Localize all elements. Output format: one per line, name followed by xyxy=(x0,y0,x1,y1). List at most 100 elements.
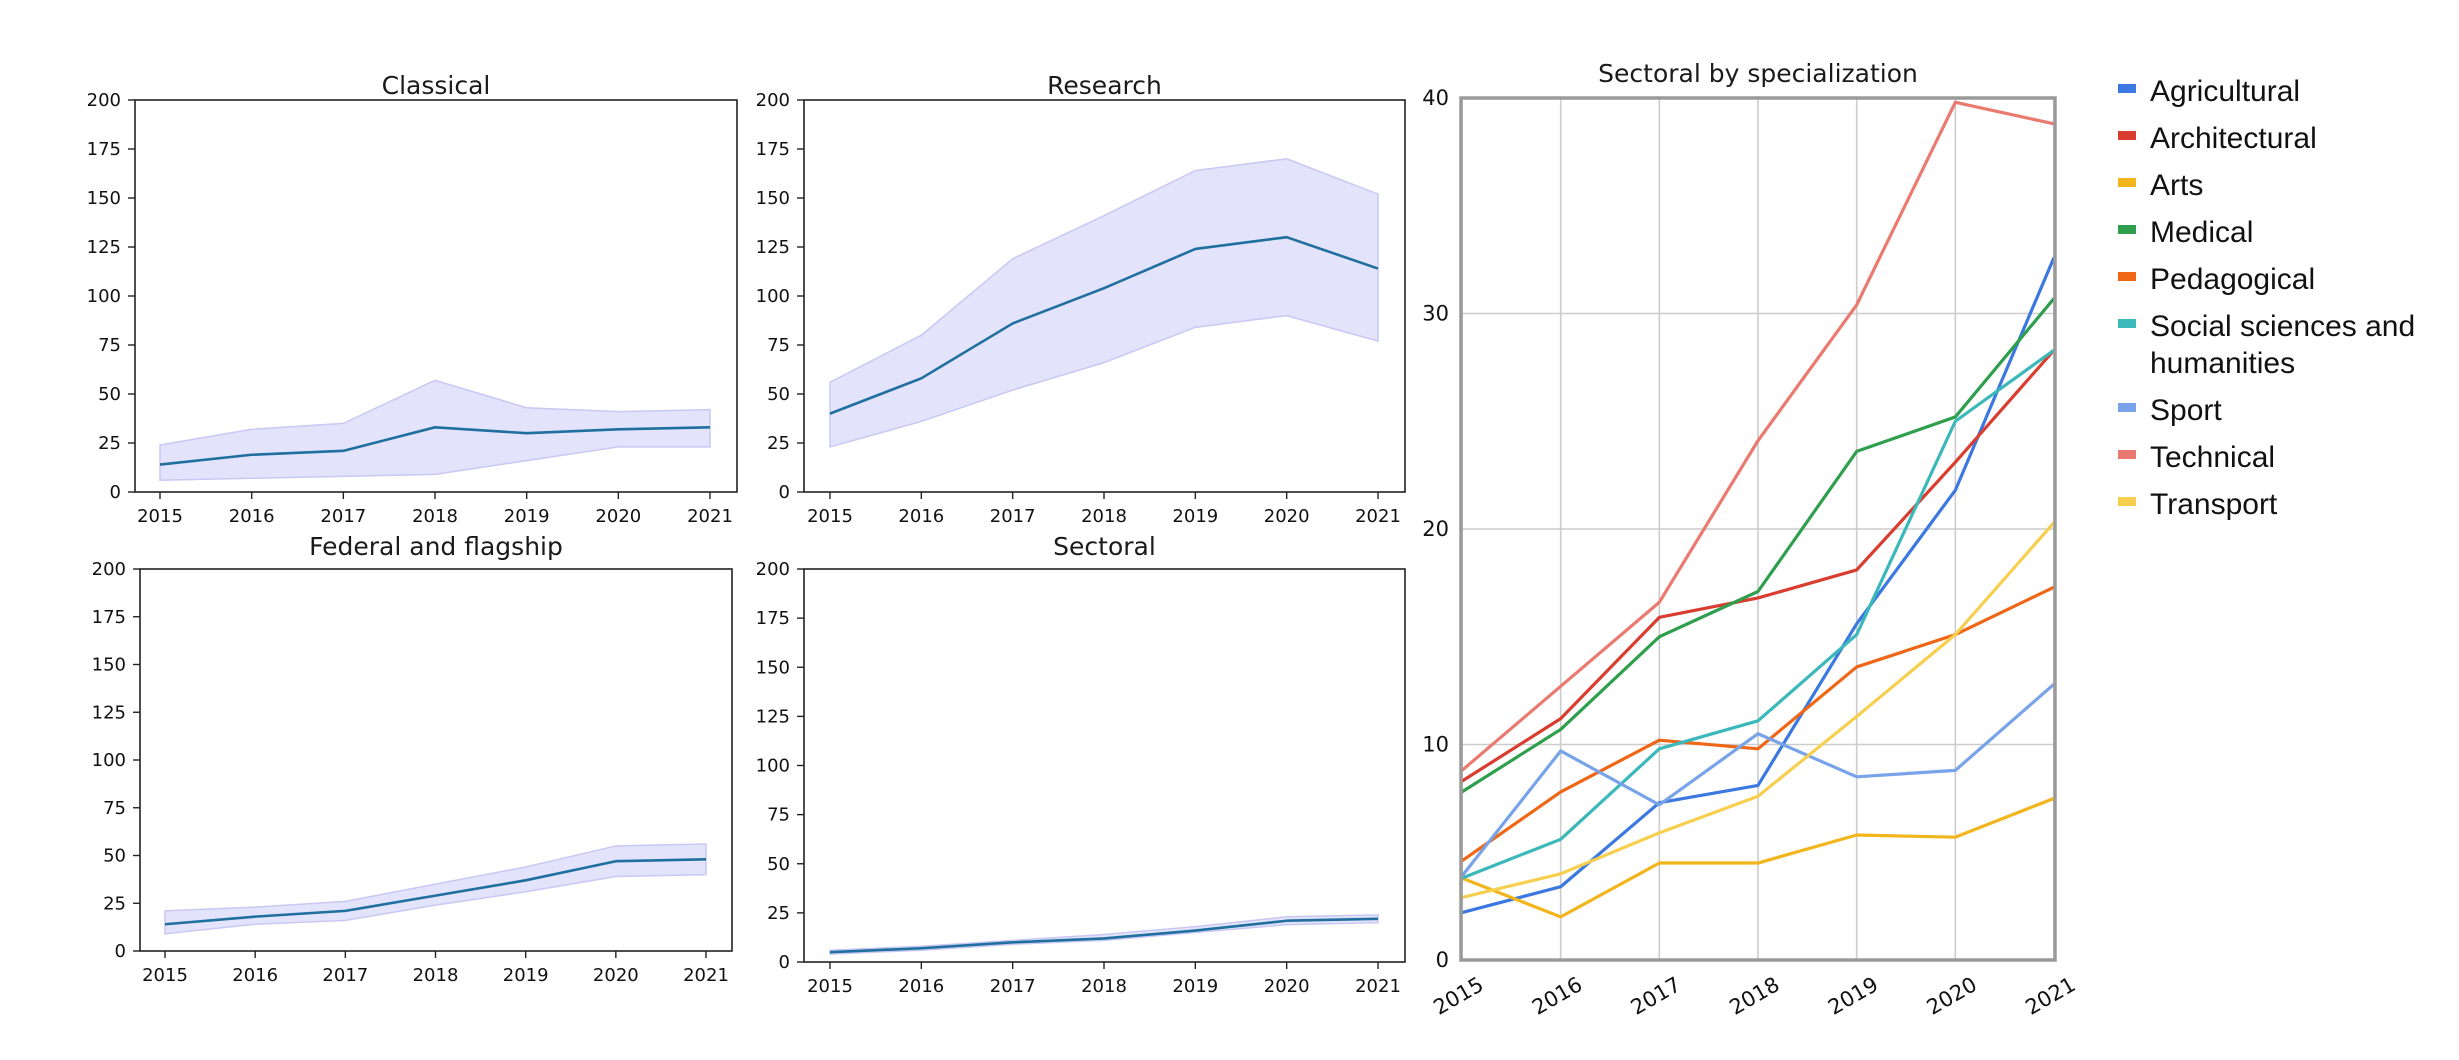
sectoral-xtick-label: 2020 xyxy=(1264,976,1310,997)
specialization-xtick-label: 2016 xyxy=(1528,972,1586,1020)
legend-label-architectural: Architectural xyxy=(2150,122,2317,155)
classical-title: Classical xyxy=(382,71,491,100)
sectoral-xtick-label: 2015 xyxy=(807,976,853,997)
legend-swatch-transport xyxy=(2118,497,2136,506)
research-ytick-label: 100 xyxy=(756,286,790,307)
specialization-axes-frame xyxy=(1459,96,2057,962)
sectoral-ytick-label: 150 xyxy=(756,657,790,678)
legend-swatch-sport xyxy=(2118,403,2136,412)
legend-label-transport: Transport xyxy=(2150,488,2278,521)
series-line-transport xyxy=(1461,521,2056,900)
federal-series-line xyxy=(164,858,707,926)
classical-ytick-label: 75 xyxy=(98,335,121,356)
legend-swatch-technical xyxy=(2118,450,2136,459)
series-line-technical xyxy=(1460,100,2055,772)
research-xtick-label: 2017 xyxy=(990,506,1036,527)
classical-ytick-label: 175 xyxy=(87,139,121,160)
legend-swatch-social-sciences-and-humanities xyxy=(2118,319,2136,328)
research-ytick-label: 200 xyxy=(756,90,790,111)
legend-label-pedagogical: Pedagogical xyxy=(2150,263,2315,296)
classical-confidence-band xyxy=(159,379,711,482)
research-xtick-label: 2019 xyxy=(1172,506,1218,527)
classical-ytick-label: 50 xyxy=(98,384,121,405)
specialization-ytick-label: 0 xyxy=(1436,948,1449,972)
classical-xtick-label: 2020 xyxy=(595,506,641,527)
classical-ytick-label: 125 xyxy=(87,237,121,258)
classical-xtick-label: 2018 xyxy=(412,506,458,527)
research-ytick-label: 25 xyxy=(767,433,790,454)
specialization-ytick-label: 40 xyxy=(1422,86,1449,110)
federal-ytick-label: 50 xyxy=(103,846,126,867)
specialization-ytick-label: 10 xyxy=(1422,733,1449,757)
research-ytick-label: 0 xyxy=(779,482,790,503)
research-xtick-label: 2018 xyxy=(1081,506,1127,527)
federal-ytick-label: 125 xyxy=(92,702,126,723)
federal-ytick-label: 200 xyxy=(92,559,126,580)
sectoral-xtick-label: 2021 xyxy=(1355,976,1401,997)
federal-confidence-band xyxy=(164,843,707,935)
panel-specialization: 0 10 20 30 40 2015 2016 2017 2018 2019 2020 2021 Sec… xyxy=(1422,59,2079,1020)
classical-ytick-label: 0 xyxy=(110,482,121,503)
sectoral-xtick-label: 2018 xyxy=(1081,976,1127,997)
specialization-xtick-label: 2020 xyxy=(1923,972,1981,1020)
sectoral-axes-frame xyxy=(803,568,1406,963)
series-line-agricultural xyxy=(1461,256,2056,915)
federal-xtick-label: 2016 xyxy=(232,965,278,986)
research-ytick-label: 150 xyxy=(756,188,790,209)
classical-xtick-label: 2019 xyxy=(504,506,550,527)
series-line-arts xyxy=(1461,796,2055,919)
specialization-title: Sectoral by specialization xyxy=(1598,59,1918,88)
specialization-ytick-label: 20 xyxy=(1422,517,1449,541)
legend-label-technical: Technical xyxy=(2150,441,2275,474)
panel-sectoral: 0 25 50 75 100 125 150 175 200 2015 2016 2017 2018 20… xyxy=(756,532,1406,997)
classical-xtick-label: 2021 xyxy=(687,506,733,527)
classical-xtick-label: 2016 xyxy=(229,506,275,527)
legend-label-sport: Sport xyxy=(2150,394,2222,427)
sectoral-xtick-label: 2017 xyxy=(990,976,1036,997)
specialization-ytick-label: 30 xyxy=(1422,302,1449,326)
legend-swatch-agricultural xyxy=(2118,84,2136,93)
series-line-sport xyxy=(1460,682,2056,877)
panel-research: 0 25 50 75 100 125 150 175 200 2015 2016 2017 2018 20… xyxy=(756,71,1406,527)
federal-ytick-label: 150 xyxy=(92,655,126,676)
research-title: Research xyxy=(1047,71,1162,100)
sectoral-ytick-label: 25 xyxy=(767,903,790,924)
legend-swatch-architectural xyxy=(2118,131,2136,140)
series-line-social-sciences-and-humanities xyxy=(1461,348,2055,880)
legend-swatch-arts xyxy=(2118,178,2136,187)
classical-ytick-label: 25 xyxy=(98,433,121,454)
series-line-architectural xyxy=(1461,349,2056,783)
federal-xtick-label: 2021 xyxy=(683,965,729,986)
sectoral-ytick-label: 0 xyxy=(779,952,790,973)
federal-xtick-label: 2017 xyxy=(322,965,368,986)
federal-ytick-label: 0 xyxy=(115,941,126,962)
federal-ytick-label: 25 xyxy=(103,893,126,914)
specialization-xtick-label: 2017 xyxy=(1627,972,1685,1020)
research-xtick-label: 2015 xyxy=(807,506,853,527)
legend-label-agricultural: Agricultural xyxy=(2150,75,2300,108)
panel-classical: 0 25 50 75 100 125 150 175 200 2015 2016 2017 2018 20… xyxy=(87,71,738,527)
panel-federal: 0 25 50 75 100 125 150 175 200 2015 2016 2017 2018 20… xyxy=(92,532,733,986)
classical-ytick-label: 150 xyxy=(87,188,121,209)
federal-xtick-label: 2015 xyxy=(142,965,188,986)
classical-xtick-label: 2017 xyxy=(320,506,366,527)
research-xtick-label: 2016 xyxy=(898,506,944,527)
sectoral-ytick-label: 100 xyxy=(756,756,790,777)
legend-label-medical: Medical xyxy=(2150,216,2253,249)
classical-xtick-label: 2015 xyxy=(137,506,183,527)
research-xtick-label: 2021 xyxy=(1355,506,1401,527)
classical-ytick-label: 200 xyxy=(87,90,121,111)
legend-label-social-sciences-and-humanities: Social sciences and humanities xyxy=(2150,310,2424,380)
specialization-xtick-label: 2019 xyxy=(1824,972,1882,1020)
classical-ytick-label: 100 xyxy=(87,286,121,307)
federal-title: Federal and flagship xyxy=(309,532,563,561)
federal-xtick-label: 2019 xyxy=(503,965,549,986)
federal-ytick-label: 100 xyxy=(92,750,126,771)
federal-ytick-label: 175 xyxy=(92,607,126,628)
sectoral-ytick-label: 50 xyxy=(767,854,790,875)
federal-ytick-label: 75 xyxy=(103,798,126,819)
sectoral-ytick-label: 75 xyxy=(767,805,790,826)
specialization-xtick-label: 2015 xyxy=(1429,972,1487,1020)
